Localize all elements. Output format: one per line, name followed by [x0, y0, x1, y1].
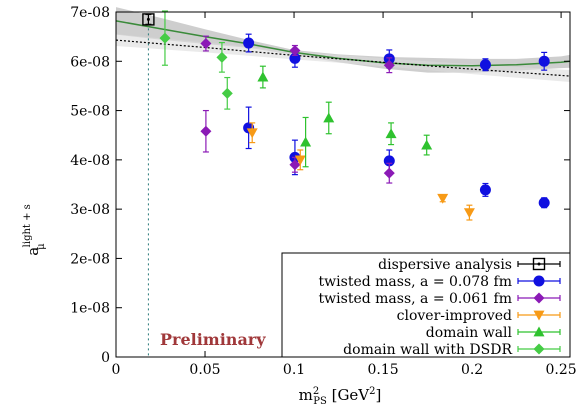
- point-s5-0: [159, 10, 171, 66]
- point-marker: [421, 139, 433, 150]
- y-tick-label: 3e-08: [70, 202, 110, 218]
- legend-label: dispersive analysis: [378, 257, 512, 273]
- y-tick-label: 2e-08: [70, 251, 110, 267]
- legend-marker-shape: [533, 275, 545, 287]
- legend-marker-shape: [533, 343, 545, 355]
- legend-marker-center: [537, 262, 541, 266]
- point-s2-5: [383, 162, 395, 184]
- point-s5-2: [221, 76, 233, 110]
- point-marker: [257, 71, 269, 82]
- point-marker: [538, 55, 550, 67]
- point-s4-0: [257, 65, 269, 89]
- legend-label: twisted mass, a = 0.061 fm: [319, 291, 512, 307]
- point-marker: [479, 59, 491, 71]
- tick-labels: 0 0.05 0.1 0.15 0.2 0.25 0 1e-08 2e-08 3e-08 4e-08…: [70, 5, 576, 378]
- point-marker: [323, 112, 335, 123]
- point-s1-9: [538, 197, 550, 209]
- point-marker: [294, 155, 306, 166]
- point-s4-4: [421, 134, 433, 156]
- point-marker: [243, 37, 255, 49]
- point-s5-1: [216, 41, 228, 73]
- point-marker: [289, 44, 301, 56]
- legend-marker: [533, 292, 545, 304]
- data-points: [142, 10, 550, 221]
- point-s0-0: [142, 13, 155, 26]
- point-s2-4: [289, 156, 301, 173]
- legend-marker-shape: [532, 257, 546, 271]
- point-s3-2: [437, 193, 449, 204]
- point-s3-1: [294, 149, 306, 171]
- point-s1-8: [479, 182, 491, 197]
- point-s1-0: [243, 33, 255, 53]
- point-marker: [142, 13, 155, 26]
- y-tick-label: 4e-08: [70, 153, 110, 169]
- point-s4-2: [323, 101, 335, 135]
- point-marker: [300, 136, 312, 147]
- point-marker: [289, 159, 301, 171]
- point-s2-1: [289, 44, 301, 56]
- legend-box: [281, 252, 571, 358]
- legend-marker: [533, 275, 545, 287]
- y-tick-label: 0: [101, 350, 110, 366]
- point-s3-3: [463, 204, 475, 221]
- point-s2-0: [200, 35, 212, 52]
- legend-label: twisted mass, a = 0.078 fm: [319, 274, 512, 290]
- y-tick-label: 5e-08: [70, 104, 110, 120]
- legend-label: domain wall with DSDR: [343, 342, 512, 358]
- legend-marker: [533, 310, 545, 321]
- legend-marker-shape: [533, 292, 545, 304]
- point-marker: [385, 128, 397, 139]
- fit-bands: [116, 7, 570, 82]
- point-marker: [463, 208, 475, 219]
- point-marker: [200, 38, 212, 50]
- x-axis-label: m2 PS [GeV2]: [299, 386, 382, 407]
- legend-marker: [532, 257, 546, 271]
- y-tick-label: 6e-08: [70, 54, 110, 70]
- point-marker: [221, 87, 233, 99]
- y-axis-label: aμlight + s: [22, 204, 47, 256]
- point-marker: [479, 184, 491, 196]
- point-marker: [216, 51, 228, 63]
- point-marker: [200, 125, 212, 137]
- y-tick-label: 1e-08: [70, 301, 110, 317]
- x-tick-label: 0.05: [189, 362, 220, 378]
- y-tick-label: 7e-08: [70, 5, 110, 21]
- legend-marker-shape: [533, 326, 545, 337]
- point-marker: [437, 193, 449, 204]
- point-s1-4: [538, 51, 550, 71]
- x-tick-label: 0.15: [367, 362, 398, 378]
- legend-marker-shape: [533, 310, 545, 321]
- x-tick-label: 0: [112, 362, 121, 378]
- point-s4-3: [385, 122, 397, 146]
- point-marker: [383, 59, 395, 71]
- legend-label: clover-improved: [397, 308, 512, 324]
- point-s4-1: [300, 116, 312, 168]
- point-marker: [538, 197, 550, 209]
- x-tick-label: 0.2: [461, 362, 483, 378]
- legend-marker: [533, 343, 545, 355]
- point-marker-center: [146, 17, 150, 21]
- x-tick-label: 0.25: [546, 362, 577, 378]
- point-marker: [246, 128, 258, 139]
- point-s2-3: [200, 109, 212, 153]
- x-tick-label: 0.1: [283, 362, 305, 378]
- point-marker: [159, 32, 171, 44]
- preliminary-annotation: Preliminary: [160, 330, 266, 349]
- svg-text:aμlight + s: aμlight + s: [22, 204, 47, 256]
- point-s2-2: [383, 57, 395, 74]
- legend-marker: [533, 326, 545, 337]
- legend-label: domain wall: [426, 325, 513, 341]
- point-s3-0: [246, 122, 258, 144]
- point-marker: [383, 167, 395, 179]
- point-s1-3: [479, 58, 491, 72]
